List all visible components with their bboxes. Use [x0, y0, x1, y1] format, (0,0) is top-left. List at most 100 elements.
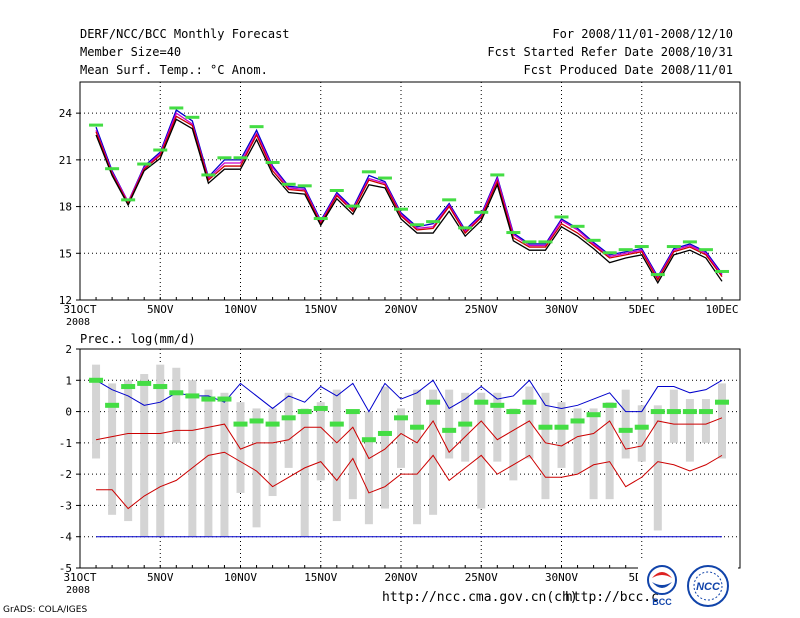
temp-observed-mark	[506, 231, 521, 235]
prec-spread-bar	[493, 392, 502, 462]
prec-observed-mark	[137, 380, 152, 386]
prec-spread-bar	[140, 374, 149, 537]
temp-observed-mark	[377, 176, 392, 180]
prec-xtick-label: 10NOV	[224, 571, 257, 584]
temp-observed-mark	[426, 220, 441, 224]
produced-date: Fcst Produced Date 2008/11/01	[523, 63, 733, 77]
prec-observed-mark	[121, 384, 136, 390]
temp-observed-mark	[666, 245, 681, 249]
prec-observed-mark	[554, 424, 569, 430]
temp-line-ensemble-max	[95, 109, 723, 278]
prec-observed-mark	[185, 393, 200, 399]
prec-spread-bar	[397, 408, 405, 468]
prec-observed-mark	[490, 402, 505, 408]
ncc-logo-icon: NCC	[687, 565, 729, 607]
temp-xtick-label: 10DEC	[705, 303, 738, 316]
prec-observed-mark	[201, 396, 216, 402]
temp-observed-mark	[394, 207, 408, 211]
variable-label: Mean Surf. Temp.: °C Anom.	[80, 63, 268, 77]
temp-observed-mark	[682, 240, 697, 244]
prec-xtick-label: 5NOV	[147, 571, 174, 584]
prec-xtick-label: 31OCT	[63, 571, 96, 584]
prec-spread-bar	[685, 399, 694, 462]
chart-title: DERF/NCC/BCC Monthly Forecast	[80, 27, 290, 41]
prec-spread-bar	[541, 392, 550, 500]
prec-observed-mark	[329, 421, 344, 427]
temp-xtick-label: 20NOV	[384, 303, 417, 316]
prec-spread-bar	[477, 392, 486, 509]
prec-spread-bar	[92, 364, 101, 459]
prec-observed-mark	[249, 418, 264, 424]
prec-spread-bar	[348, 411, 357, 500]
temp-observed-mark	[474, 210, 489, 214]
prec-observed-mark	[265, 421, 280, 427]
temp-ytick-label: 24	[59, 107, 73, 120]
prec-ytick-label: 1	[65, 374, 72, 387]
prec-spread-bar	[669, 389, 678, 443]
temp-observed-mark	[153, 148, 168, 152]
temp-xtick-label: 25NOV	[465, 303, 498, 316]
prec-spread-bar	[621, 389, 630, 459]
temp-observed-mark	[137, 162, 152, 166]
prec-spread-bar	[188, 380, 197, 537]
prec-spread-bar	[557, 402, 566, 468]
prec-spread-bar	[124, 380, 133, 522]
prec-observed-mark	[682, 409, 697, 415]
prec-observed-mark	[538, 424, 553, 430]
prec-ytick-label: -5	[59, 562, 72, 575]
prec-spread-bar	[252, 408, 261, 528]
prec-observed-mark	[394, 415, 408, 421]
prec-observed-mark	[217, 396, 232, 402]
temp-observed-mark	[634, 245, 649, 249]
temp-observed-mark	[361, 170, 376, 174]
prec-xtick-label: 30NOV	[545, 571, 578, 584]
prec-spread-bar	[653, 405, 662, 531]
temp-line-ensemble-min	[95, 118, 723, 285]
prec-spread-bar	[236, 402, 245, 493]
prec-observed-mark	[650, 409, 665, 415]
temp-observed-mark	[715, 269, 729, 273]
temp-observed-mark	[538, 240, 553, 244]
temp-observed-mark	[410, 223, 425, 227]
temp-observed-mark	[313, 217, 328, 221]
prec-observed-mark	[458, 421, 473, 427]
prec-observed-mark	[442, 427, 457, 433]
temp-observed-mark	[650, 273, 665, 277]
temp-xtick-label: 31OCT	[63, 303, 96, 316]
prec-observed-mark	[602, 402, 617, 408]
prec-spread-bar	[156, 364, 165, 537]
bcc-logo-icon: BCC	[647, 565, 677, 607]
temp-observed-mark	[105, 167, 120, 171]
svg-text:BCC: BCC	[652, 597, 672, 607]
temp-observed-mark	[233, 156, 248, 160]
prec-xtick-label: 25NOV	[465, 571, 498, 584]
temp-ytick-label: 15	[59, 247, 72, 260]
footer-url-bcc[interactable]: http://bcc.c	[565, 590, 659, 605]
prec-spread-bar	[332, 389, 341, 522]
prec-observed-mark	[345, 409, 360, 415]
prec-xtick-label: 15NOV	[304, 571, 337, 584]
prec-line-ensemble-p25	[95, 417, 723, 460]
prec-observed-mark	[377, 430, 392, 436]
temp-line-ensemble-p25	[95, 115, 723, 282]
temp-observed-mark	[458, 226, 473, 230]
prec-spread-bar	[316, 402, 325, 481]
prec-observed-mark	[570, 418, 585, 424]
forecast-period: For 2008/11/01-2008/12/10	[552, 27, 733, 41]
footer-url-ch[interactable]: http://ncc.cma.gov.cn(ch)	[382, 590, 578, 605]
prec-observed-mark	[410, 424, 425, 430]
prec-spread-bar	[108, 383, 117, 515]
prec-spread-bar	[637, 405, 646, 462]
temp-ytick-label: 18	[59, 201, 72, 214]
prec-spread-bar	[284, 392, 293, 468]
temp-observed-mark	[169, 106, 184, 110]
prec-observed-mark	[698, 409, 713, 415]
member-size: Member Size=40	[80, 45, 182, 59]
temp-observed-mark	[554, 215, 569, 219]
prec-line-ensemble-max	[95, 379, 723, 413]
prec-ytick-label: 2	[65, 343, 72, 356]
prec-observed-mark	[233, 421, 248, 427]
prec-spread-bar	[364, 411, 373, 525]
temp-xtick-label: 5DEC	[629, 303, 656, 316]
